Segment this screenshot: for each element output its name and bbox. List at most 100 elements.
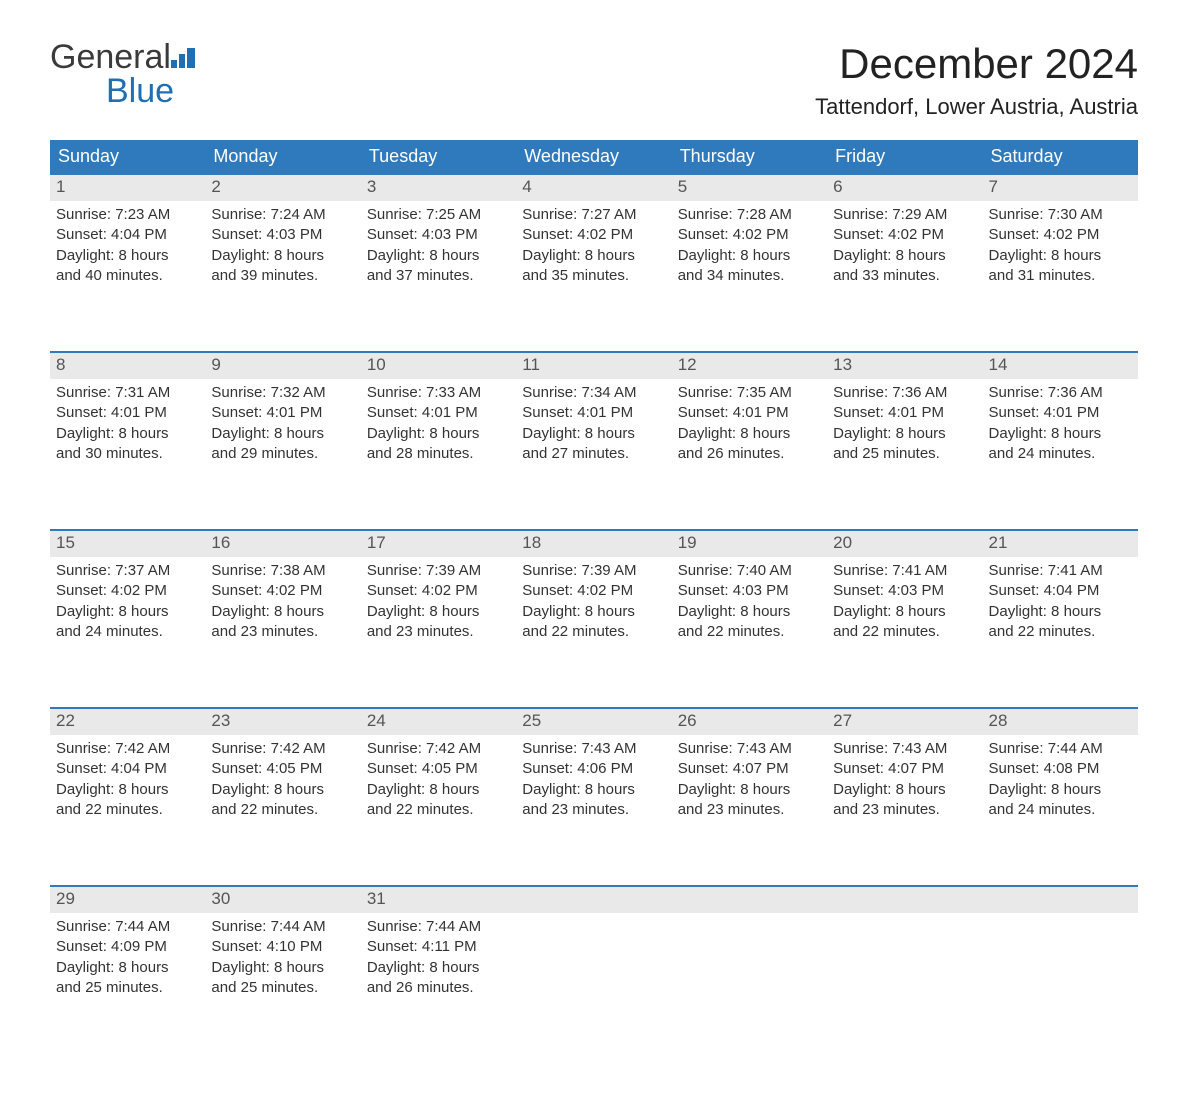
day-number: 27 [827,708,982,735]
daylight-line1: Daylight: 8 hours [522,602,665,622]
daylight-line1: Daylight: 8 hours [833,246,976,266]
daylight-line2: and 26 minutes. [678,444,821,464]
daylight-line1: Daylight: 8 hours [833,424,976,444]
daylight-line1: Daylight: 8 hours [56,780,199,800]
daylight-line2: and 22 minutes. [522,622,665,642]
day-number [827,886,982,913]
daylight-line2: and 22 minutes. [833,622,976,642]
daylight-line2: and 40 minutes. [56,266,199,286]
daylight-line2: and 37 minutes. [367,266,510,286]
sunset: Sunset: 4:09 PM [56,937,199,957]
daylight-line2: and 28 minutes. [367,444,510,464]
daylight-line2: and 34 minutes. [678,266,821,286]
sunrise: Sunrise: 7:37 AM [56,561,199,581]
sunrise: Sunrise: 7:44 AM [56,917,199,937]
daylight-line2: and 31 minutes. [989,266,1132,286]
daylight-line2: and 22 minutes. [678,622,821,642]
daylight-line2: and 23 minutes. [211,622,354,642]
daylight-line1: Daylight: 8 hours [367,424,510,444]
day-number: 1 [50,174,205,201]
sunrise: Sunrise: 7:43 AM [678,739,821,759]
day-cell: Sunrise: 7:35 AMSunset: 4:01 PMDaylight:… [672,379,827,530]
sunset: Sunset: 4:03 PM [833,581,976,601]
day-cell: Sunrise: 7:29 AMSunset: 4:02 PMDaylight:… [827,201,982,352]
sunrise: Sunrise: 7:42 AM [56,739,199,759]
sunset: Sunset: 4:06 PM [522,759,665,779]
daycontent-row: Sunrise: 7:42 AMSunset: 4:04 PMDaylight:… [50,735,1138,886]
daynum-row: 891011121314 [50,352,1138,379]
day-cell: Sunrise: 7:39 AMSunset: 4:02 PMDaylight:… [361,557,516,708]
day-cell: Sunrise: 7:28 AMSunset: 4:02 PMDaylight:… [672,201,827,352]
sunset: Sunset: 4:01 PM [367,403,510,423]
day-number: 10 [361,352,516,379]
sunset: Sunset: 4:02 PM [833,225,976,245]
day-cell: Sunrise: 7:43 AMSunset: 4:07 PMDaylight:… [672,735,827,886]
sunrise: Sunrise: 7:35 AM [678,383,821,403]
daylight-line1: Daylight: 8 hours [56,246,199,266]
sunrise: Sunrise: 7:43 AM [833,739,976,759]
title-block: December 2024 Tattendorf, Lower Austria,… [815,40,1138,120]
daylight-line2: and 23 minutes. [833,800,976,820]
daylight-line1: Daylight: 8 hours [678,780,821,800]
sunset: Sunset: 4:01 PM [56,403,199,423]
day-number: 25 [516,708,671,735]
sunrise: Sunrise: 7:23 AM [56,205,199,225]
daylight-line2: and 24 minutes. [989,800,1132,820]
day-number: 19 [672,530,827,557]
daylight-line2: and 24 minutes. [989,444,1132,464]
logo: General Blue [50,40,195,108]
day-number: 28 [983,708,1138,735]
daylight-line2: and 25 minutes. [211,978,354,998]
day-cell: Sunrise: 7:38 AMSunset: 4:02 PMDaylight:… [205,557,360,708]
daylight-line1: Daylight: 8 hours [522,246,665,266]
day-number: 12 [672,352,827,379]
sunset: Sunset: 4:03 PM [211,225,354,245]
logo-line2: Blue [50,72,174,110]
day-number: 13 [827,352,982,379]
day-number: 7 [983,174,1138,201]
daylight-line1: Daylight: 8 hours [56,602,199,622]
sunrise: Sunrise: 7:34 AM [522,383,665,403]
day-cell: Sunrise: 7:36 AMSunset: 4:01 PMDaylight:… [827,379,982,530]
day-cell: Sunrise: 7:43 AMSunset: 4:07 PMDaylight:… [827,735,982,886]
daycontent-row: Sunrise: 7:44 AMSunset: 4:09 PMDaylight:… [50,913,1138,1063]
daylight-line1: Daylight: 8 hours [989,780,1132,800]
daylight-line1: Daylight: 8 hours [211,424,354,444]
daylight-line2: and 23 minutes. [678,800,821,820]
sunrise: Sunrise: 7:41 AM [833,561,976,581]
daylight-line1: Daylight: 8 hours [367,958,510,978]
day-cell: Sunrise: 7:41 AMSunset: 4:04 PMDaylight:… [983,557,1138,708]
sunrise: Sunrise: 7:28 AM [678,205,821,225]
day-cell: Sunrise: 7:40 AMSunset: 4:03 PMDaylight:… [672,557,827,708]
sunset: Sunset: 4:05 PM [367,759,510,779]
sunset: Sunset: 4:03 PM [367,225,510,245]
daylight-line1: Daylight: 8 hours [522,424,665,444]
sunset: Sunset: 4:02 PM [522,225,665,245]
daynum-row: 1234567 [50,174,1138,201]
sunrise: Sunrise: 7:36 AM [989,383,1132,403]
sunset: Sunset: 4:07 PM [833,759,976,779]
day-number: 9 [205,352,360,379]
day-cell: Sunrise: 7:44 AMSunset: 4:10 PMDaylight:… [205,913,360,1063]
day-cell [672,913,827,1063]
daylight-line1: Daylight: 8 hours [56,424,199,444]
sunrise: Sunrise: 7:32 AM [211,383,354,403]
day-cell: Sunrise: 7:30 AMSunset: 4:02 PMDaylight:… [983,201,1138,352]
daylight-line1: Daylight: 8 hours [678,602,821,622]
day-number: 6 [827,174,982,201]
day-number: 20 [827,530,982,557]
day-cell: Sunrise: 7:32 AMSunset: 4:01 PMDaylight:… [205,379,360,530]
daylight-line2: and 39 minutes. [211,266,354,286]
sunset: Sunset: 4:05 PM [211,759,354,779]
day-cell: Sunrise: 7:42 AMSunset: 4:04 PMDaylight:… [50,735,205,886]
sunrise: Sunrise: 7:38 AM [211,561,354,581]
day-number: 30 [205,886,360,913]
day-number: 15 [50,530,205,557]
sunset: Sunset: 4:10 PM [211,937,354,957]
daylight-line2: and 35 minutes. [522,266,665,286]
daylight-line1: Daylight: 8 hours [56,958,199,978]
location: Tattendorf, Lower Austria, Austria [815,94,1138,120]
day-header-row: Sunday Monday Tuesday Wednesday Thursday… [50,140,1138,174]
sunrise: Sunrise: 7:43 AM [522,739,665,759]
daylight-line1: Daylight: 8 hours [833,780,976,800]
